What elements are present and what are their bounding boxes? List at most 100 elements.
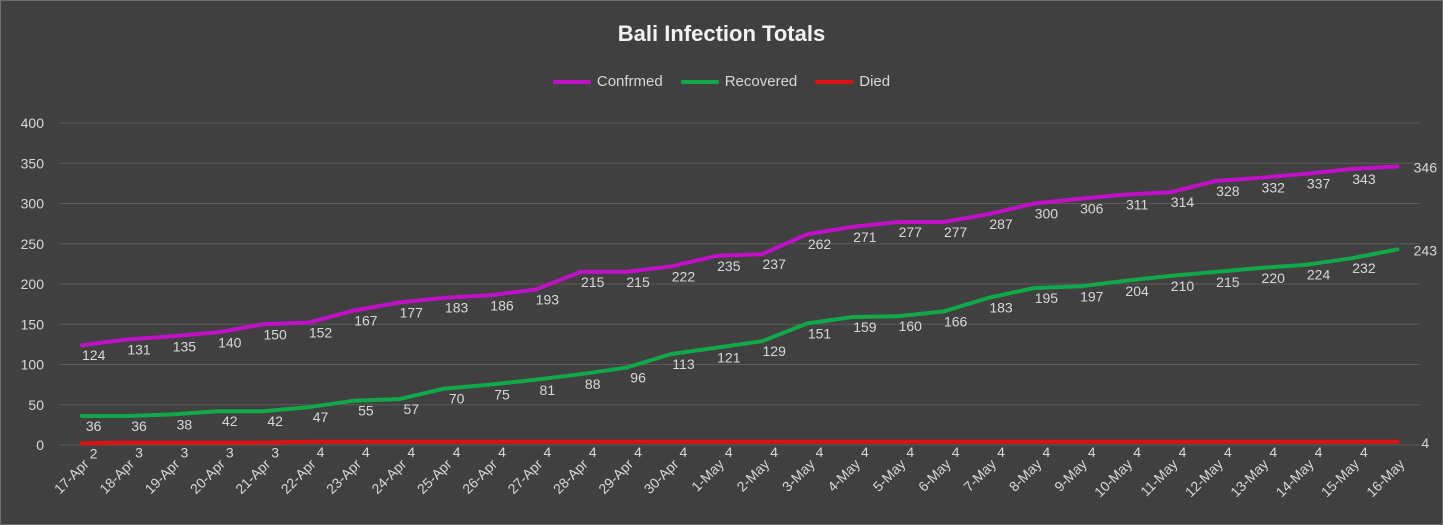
data-label-confirmed-19: 277 [944, 224, 968, 240]
x-tick-label-12-May: 12-May [1182, 456, 1226, 500]
data-label-recovered-13: 113 [672, 356, 695, 372]
data-label-recovered-14: 121 [717, 350, 741, 366]
data-label-confirmed-2: 135 [173, 338, 197, 354]
data-label-confirmed-13: 222 [672, 268, 696, 284]
data-label-died-0: 2 [90, 445, 98, 461]
data-label-died-14: 4 [725, 444, 733, 460]
data-label-recovered-5: 47 [313, 409, 329, 425]
data-label-recovered-17: 159 [853, 319, 877, 335]
data-label-recovered-25: 215 [1216, 274, 1240, 290]
x-tick-label-14-May: 14-May [1272, 456, 1316, 500]
data-label-confirmed-1: 131 [127, 342, 151, 358]
x-tick-label-11-May: 11-May [1137, 456, 1181, 500]
legend-label-recovered: Recovered [724, 73, 798, 90]
x-tick-label-6-May: 6-May [915, 456, 954, 495]
data-label-died-25: 4 [1224, 444, 1232, 460]
data-label-confirmed-14: 235 [717, 258, 741, 274]
data-label-died-15: 4 [770, 444, 778, 460]
data-label-confirmed-26: 332 [1262, 180, 1286, 196]
y-tick-label-400: 400 [21, 115, 45, 131]
x-tick-label-3-May: 3-May [779, 456, 818, 495]
x-tick-label-7-May: 7-May [960, 456, 999, 495]
data-label-recovered-16: 151 [808, 325, 832, 341]
y-tick-label-150: 150 [21, 316, 45, 332]
x-tick-label-13-May: 13-May [1227, 456, 1271, 500]
x-tick-label-8-May: 8-May [1006, 456, 1045, 495]
data-label-recovered-10: 81 [540, 382, 556, 398]
data-label-confirmed-27: 337 [1307, 176, 1331, 192]
x-tick-label-25-Apr: 25-Apr [414, 456, 455, 497]
x-tick-label-26-Apr: 26-Apr [459, 456, 500, 497]
data-label-died-2: 3 [181, 445, 189, 461]
data-label-confirmed-6: 167 [354, 313, 378, 329]
data-label-confirmed-17: 271 [853, 229, 877, 245]
data-label-recovered-23: 204 [1125, 283, 1149, 299]
series-line-confirmed [79, 164, 1400, 348]
data-label-died-24: 4 [1179, 444, 1187, 460]
data-label-confirmed-21: 300 [1035, 206, 1059, 222]
x-tick-label-16-May: 16-May [1363, 456, 1407, 500]
x-tick-label-18-Apr: 18-Apr [96, 456, 137, 497]
x-tick-label-20-Apr: 20-Apr [187, 456, 228, 497]
data-label-recovered-19: 166 [944, 313, 968, 329]
y-tick-label-300: 300 [21, 196, 45, 212]
data-label-died-23: 4 [1133, 444, 1141, 460]
data-label-recovered-7: 57 [403, 401, 419, 417]
x-axis-ticks: 17-Apr 18-Apr 19-Apr 20-Apr 21-Apr 22-Apr 23-A… [51, 456, 1408, 501]
legend-swatch-confirmed [552, 79, 591, 84]
data-label-recovered-3: 42 [222, 413, 238, 429]
data-label-confirmed-11: 215 [581, 274, 605, 290]
data-label-recovered-4: 42 [267, 413, 283, 429]
data-label-died-22: 4 [1088, 444, 1096, 460]
data-label-recovered-0: 36 [86, 418, 102, 434]
y-tick-label-250: 250 [21, 236, 45, 252]
data-label-died-13: 4 [680, 444, 688, 460]
data-label-recovered-11: 88 [585, 376, 601, 392]
data-label-recovered-1: 36 [131, 418, 147, 434]
data-label-recovered-29: 243 [1414, 242, 1438, 258]
data-label-died-4: 3 [271, 445, 279, 461]
data-label-died-16: 4 [816, 444, 824, 460]
data-label-died-26: 4 [1269, 444, 1277, 460]
x-tick-label-1-May: 1-May [688, 456, 727, 495]
data-label-confirmed-22: 306 [1080, 201, 1104, 217]
legend-item-recovered: Recovered [680, 73, 798, 90]
legend-swatch-died [815, 79, 854, 84]
x-tick-label-21-Apr: 21-Apr [232, 456, 273, 497]
data-label-died-27: 4 [1315, 444, 1323, 460]
data-label-confirmed-8: 183 [445, 300, 469, 316]
x-tick-label-22-Apr: 22-Apr [278, 456, 319, 497]
y-axis-ticks: 0 50 100 150 200 250 300 350 400 [21, 115, 45, 453]
data-label-recovered-22: 197 [1080, 288, 1104, 304]
y-tick-label-50: 50 [28, 397, 44, 413]
data-label-recovered-20: 183 [989, 300, 1013, 316]
data-label-recovered-28: 232 [1352, 260, 1376, 276]
data-label-confirmed-20: 287 [989, 216, 1013, 232]
data-label-died-9: 4 [498, 444, 506, 460]
series-line-recovered [79, 247, 1400, 418]
x-tick-label-27-Apr: 27-Apr [504, 456, 545, 497]
data-label-recovered-21: 195 [1035, 290, 1059, 306]
series-line-died [79, 439, 1400, 446]
data-label-died-18: 4 [906, 444, 914, 460]
gridlines [59, 122, 1420, 446]
x-tick-label-28-Apr: 28-Apr [550, 456, 591, 497]
y-tick-label-0: 0 [36, 437, 44, 453]
data-label-confirmed-9: 186 [490, 297, 514, 313]
data-label-died-10: 4 [543, 444, 551, 460]
data-label-died-7: 4 [407, 444, 415, 460]
x-tick-label-24-Apr: 24-Apr [368, 456, 409, 497]
data-label-recovered-26: 220 [1262, 270, 1286, 286]
data-label-recovered-24: 210 [1171, 278, 1195, 294]
x-tick-label-30-Apr: 30-Apr [641, 456, 682, 497]
x-tick-label-17-Apr: 17-Apr [51, 456, 92, 497]
data-label-confirmed-23: 311 [1126, 197, 1149, 213]
series-lines [79, 164, 1400, 446]
data-label-died-21: 4 [1042, 444, 1050, 460]
legend-label-confirmed: Confrmed [596, 73, 663, 90]
data-label-died-5: 4 [317, 444, 325, 460]
data-label-died-8: 4 [453, 444, 461, 460]
data-label-confirmed-25: 328 [1216, 183, 1240, 199]
legend-swatch-recovered [680, 79, 719, 84]
